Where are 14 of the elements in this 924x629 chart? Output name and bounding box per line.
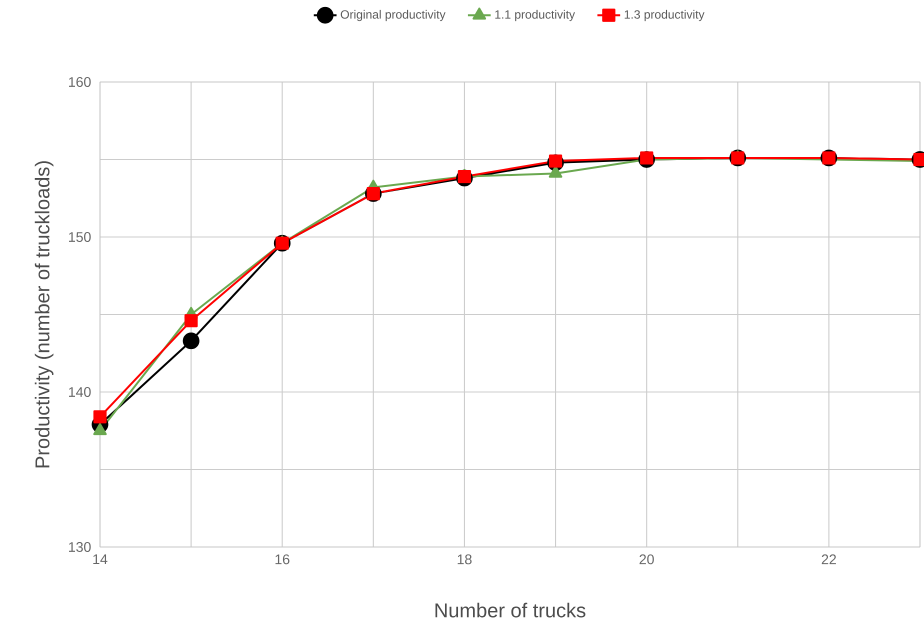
y-tick-label: 150 <box>69 232 91 242</box>
x-tick-label: 22 <box>822 554 836 564</box>
x-tick-label: 20 <box>640 554 654 564</box>
y-axis-title: Productivity (number of truckloads) <box>34 161 54 468</box>
x-axis-title: Number of trucks <box>435 602 586 618</box>
legend-label: 1.3 productivity <box>624 10 704 22</box>
x-tick-label: 16 <box>276 554 290 564</box>
x-tick-label: 14 <box>93 554 108 564</box>
y-tick-label: 140 <box>69 387 91 397</box>
legend-label: 1.1 productivity <box>495 10 576 22</box>
y-tick-label: 130 <box>69 542 91 552</box>
legend-label: Original productivity <box>340 10 446 22</box>
x-tick-label: 18 <box>458 554 472 564</box>
y-tick-label: 160 <box>69 77 91 87</box>
